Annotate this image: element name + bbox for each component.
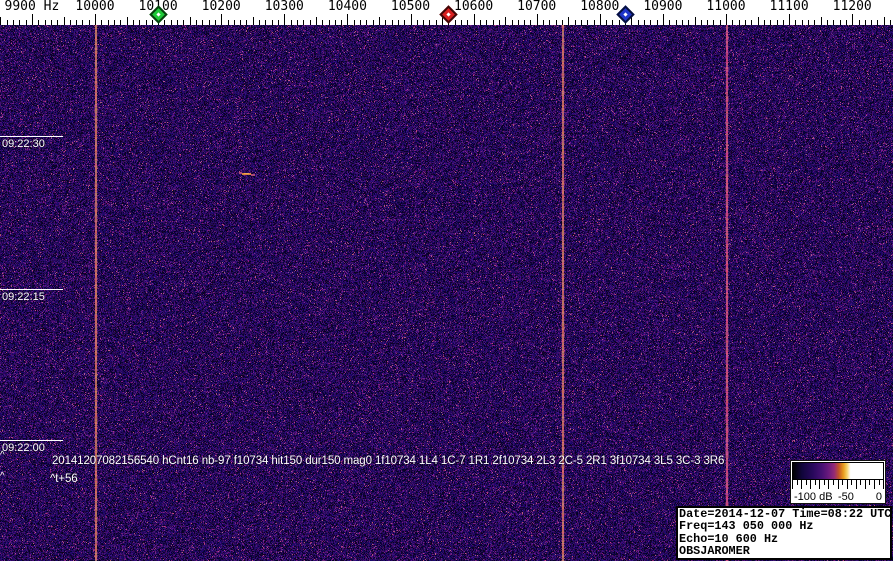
time-label: 09:22:00	[2, 442, 45, 454]
db-tick	[838, 480, 839, 489]
spectrogram-app-window: 9900 Hz100001010010200103001040010500106…	[0, 0, 893, 561]
event-caret-mark: ^	[0, 473, 5, 481]
waterfall-spectrogram	[0, 25, 893, 561]
time-tick-line	[0, 289, 63, 290]
db-tick	[815, 480, 816, 485]
db-tick	[819, 480, 820, 489]
ruler-tick	[600, 14, 601, 25]
ruler-tick	[789, 14, 790, 25]
db-legend-labels: -100 dB -50 0	[791, 491, 885, 503]
ruler-tick	[221, 14, 222, 25]
ruler-tick	[32, 14, 33, 25]
db-label-mid: -50	[838, 491, 854, 503]
info-frequency: Freq=143 050 000 Hz	[679, 520, 889, 532]
ruler-tick	[663, 14, 664, 25]
db-tick	[797, 480, 798, 485]
ruler-tick	[316, 17, 317, 25]
info-observer: OBSJAROMER	[679, 545, 889, 557]
ruler-tick	[852, 14, 853, 25]
db-tick	[883, 480, 884, 489]
time-label: 09:22:30	[2, 138, 45, 150]
station-info-box: Date=2014-12-07 Time=08:22 UTC Freq=143 …	[676, 506, 892, 560]
frequency-label: 10600	[454, 0, 493, 14]
frequency-label: 11000	[706, 0, 745, 14]
frequency-label: 11100	[770, 0, 809, 14]
frequency-label: 10200	[202, 0, 241, 14]
db-tick	[856, 480, 857, 489]
marker-center-dot	[156, 12, 160, 16]
ruler-tick	[411, 14, 412, 25]
ruler-tick	[127, 17, 128, 25]
ruler-tick	[64, 17, 65, 25]
frequency-label: 10700	[517, 0, 556, 14]
ruler-tick	[631, 17, 632, 25]
ruler-tick	[884, 17, 885, 25]
db-tick	[869, 480, 870, 485]
time-label: 09:22:15	[2, 291, 45, 303]
db-label-min: -100 dB	[794, 491, 833, 503]
ruler-tick	[695, 17, 696, 25]
frequency-label: 9900 Hz	[4, 0, 59, 14]
db-tick	[874, 480, 875, 489]
db-tick	[810, 480, 811, 489]
ruler-tick	[253, 17, 254, 25]
db-tick	[801, 480, 802, 489]
ruler-tick	[758, 17, 759, 25]
db-label-max: 0	[876, 491, 882, 503]
frequency-label: 10000	[75, 0, 114, 14]
db-tick	[833, 480, 834, 485]
ruler-tick	[726, 14, 727, 25]
db-tick	[792, 480, 793, 489]
frequency-label: 10500	[391, 0, 430, 14]
ruler-tick	[821, 17, 822, 25]
db-tick	[865, 480, 866, 489]
db-tick	[879, 480, 880, 485]
db-tick	[828, 480, 829, 489]
db-tick	[860, 480, 861, 485]
frequency-label: 10900	[643, 0, 682, 14]
cursor-time-text: ^t+56	[50, 473, 78, 485]
ruler-tick	[95, 14, 96, 25]
event-annotation-text: 20141207082156540 hCnt16 nb-97 f10734 hi…	[52, 455, 724, 467]
ruler-tick	[379, 17, 380, 25]
ruler-tick	[474, 14, 475, 25]
frequency-ruler: 9900 Hz100001010010200103001040010500106…	[0, 0, 893, 25]
time-tick-line	[0, 440, 63, 441]
db-tick	[806, 480, 807, 485]
ruler-tick	[347, 14, 348, 25]
time-tick-line	[0, 136, 63, 137]
ruler-tick	[284, 14, 285, 25]
ruler-tick	[505, 17, 506, 25]
frequency-label: 11200	[833, 0, 872, 14]
marker-center-dot	[623, 12, 627, 16]
db-tick	[824, 480, 825, 485]
ruler-tick	[190, 17, 191, 25]
event-caret-mark: ^	[0, 452, 5, 460]
ruler-tick	[537, 14, 538, 25]
db-color-legend: -100 dB -50 0	[790, 460, 886, 504]
frequency-label: 10300	[265, 0, 304, 14]
db-tick	[847, 480, 848, 489]
frequency-label: 10800	[580, 0, 619, 14]
db-gradient-bar	[792, 462, 884, 480]
db-tick	[842, 480, 843, 485]
frequency-label: 10400	[328, 0, 367, 14]
marker-center-dot	[446, 12, 450, 16]
ruler-tick	[568, 17, 569, 25]
ruler-tick	[0, 17, 1, 25]
db-tick	[851, 480, 852, 485]
